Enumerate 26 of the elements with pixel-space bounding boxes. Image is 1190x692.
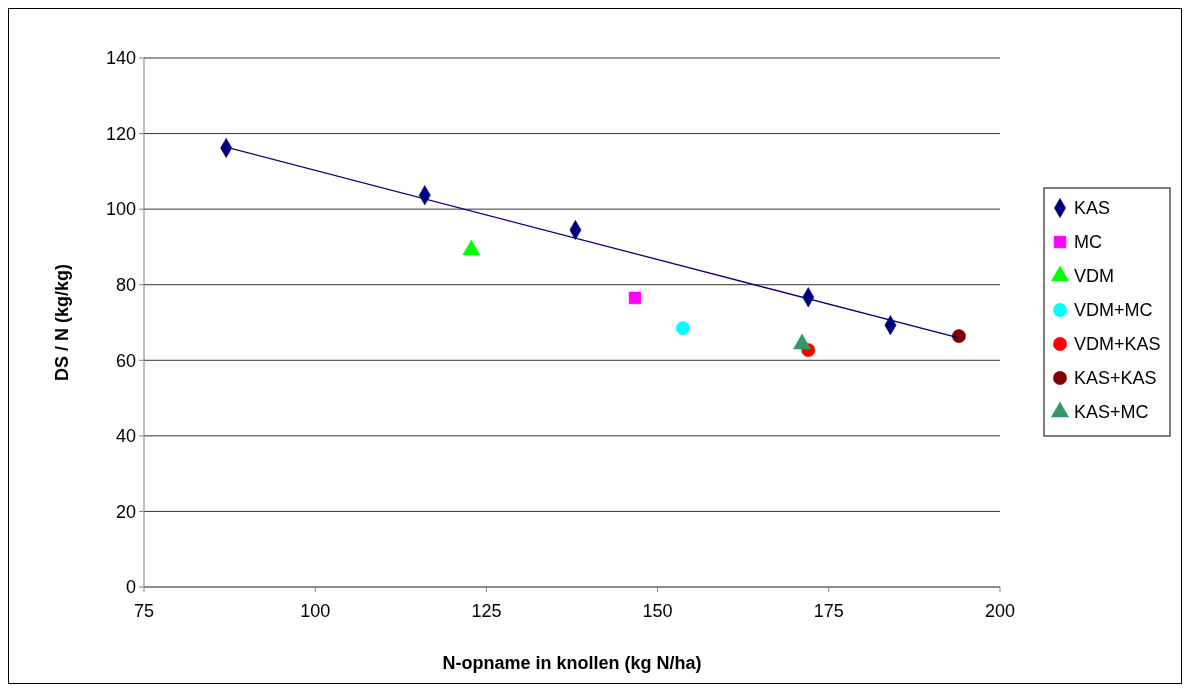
y-tick-label: 60	[115, 350, 136, 371]
y-axis-title: DS / N (kg/kg)	[52, 263, 72, 382]
y-tick-label: 0	[125, 577, 136, 598]
point	[628, 291, 642, 305]
legend-label: MC	[1074, 232, 1102, 253]
legend-label: KAS+KAS	[1074, 368, 1157, 389]
y-tick-label: 80	[115, 275, 136, 296]
x-tick-label: 75	[133, 601, 155, 621]
x-axis-title: N-opname in knollen (kg N/ha)	[442, 653, 702, 673]
legend-label: VDM+MC	[1074, 300, 1153, 321]
y-tick-label: 100	[105, 199, 136, 220]
y-tick-label: 40	[115, 426, 136, 447]
legend-label: VDM+KAS	[1074, 334, 1161, 355]
x-tick-label: 125	[471, 601, 502, 621]
legend-label: KAS+MC	[1074, 402, 1149, 423]
legend-label: KAS	[1074, 198, 1111, 219]
x-tick-label: 200	[984, 601, 1016, 621]
y-tick-label: 140	[105, 48, 136, 69]
x-tick-label: 150	[642, 601, 673, 621]
point	[951, 329, 966, 344]
legend-label: VDM	[1074, 266, 1114, 287]
y-tick-label: 20	[115, 501, 136, 522]
x-tick-label: 175	[813, 601, 844, 621]
point	[676, 321, 690, 336]
y-tick-label: 120	[105, 123, 136, 144]
x-tick-label: 100	[300, 601, 331, 621]
